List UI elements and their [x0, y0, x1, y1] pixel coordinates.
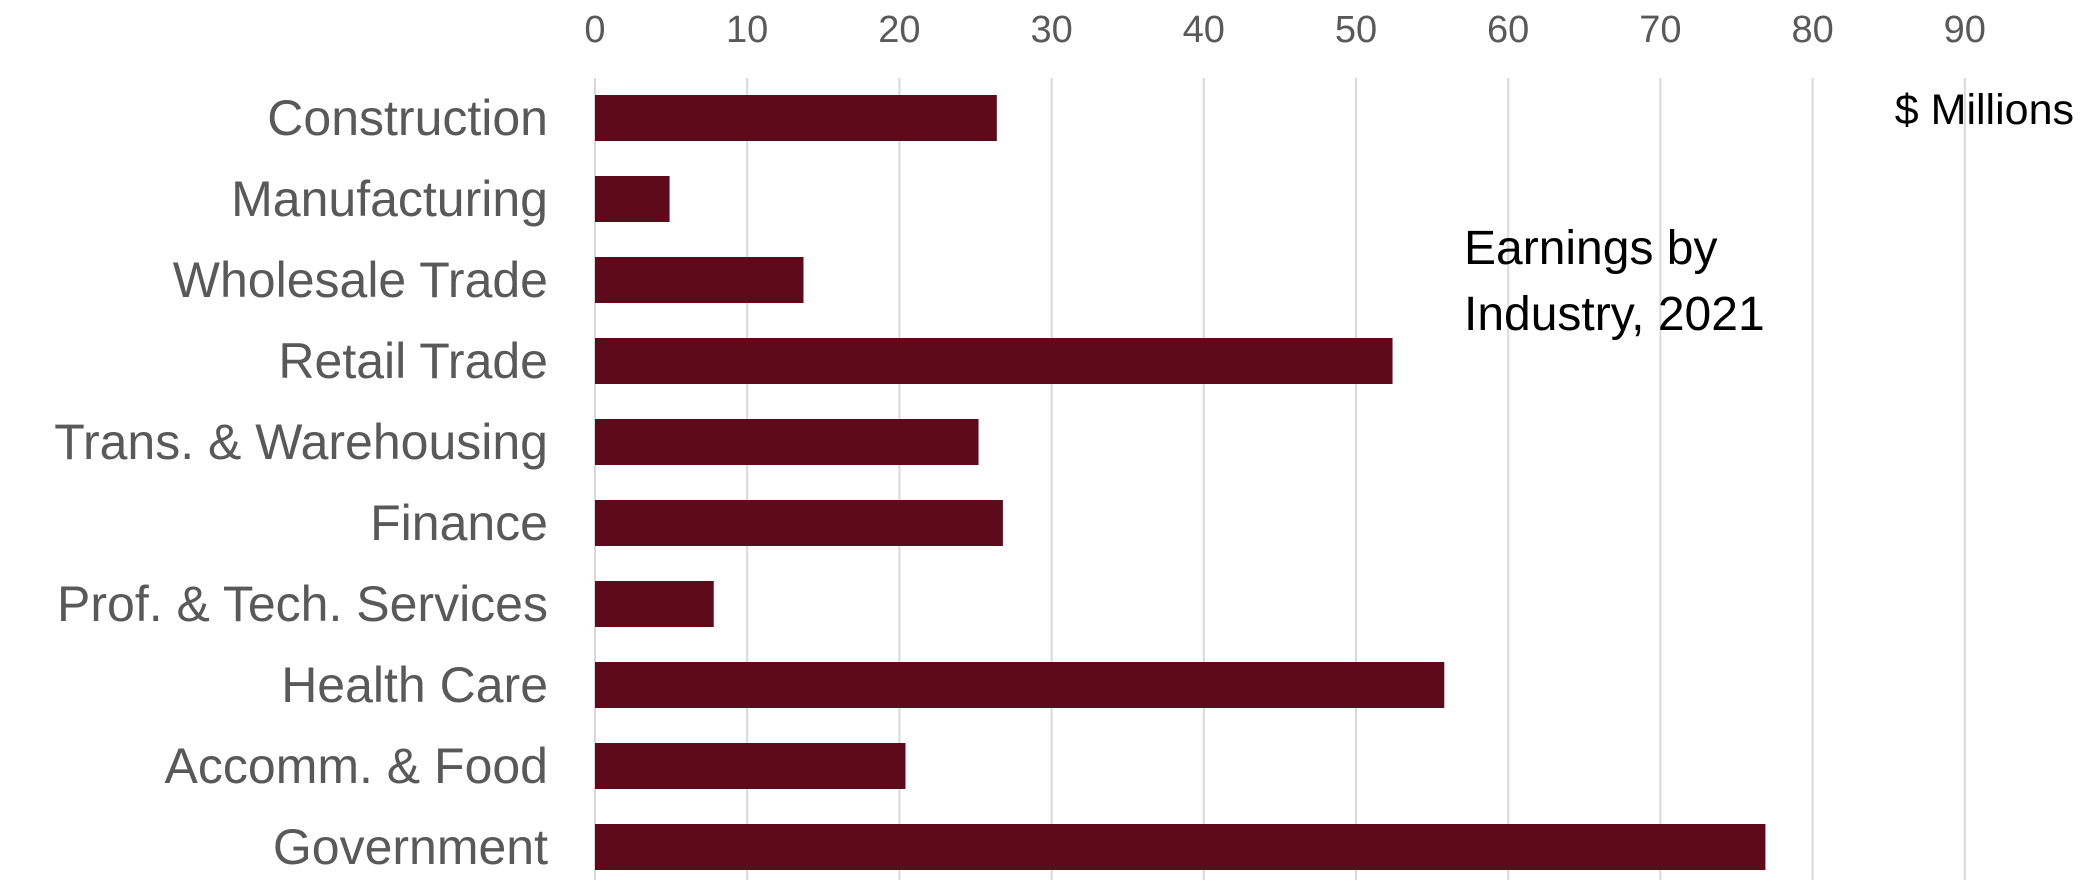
x-tick-label: 70: [1639, 9, 1681, 51]
chart-title-line-1: Earnings by: [1464, 222, 1717, 275]
category-label: Construction: [267, 90, 548, 146]
category-label: Trans. & Warehousing: [54, 414, 548, 470]
category-label: Prof. & Tech. Services: [57, 576, 548, 632]
x-tick-label: 0: [584, 9, 605, 51]
bar-trans-warehousing: [595, 419, 979, 465]
x-tick-label: 60: [1487, 9, 1529, 51]
bar-wholesale-trade: [595, 257, 804, 303]
gridlines: [594, 78, 1966, 880]
category-label: Retail Trade: [278, 333, 548, 389]
category-label: Manufacturing: [231, 171, 548, 227]
category-label: Accomm. & Food: [165, 738, 548, 794]
x-tick-label: 40: [1183, 9, 1225, 51]
x-tick-label: 90: [1944, 9, 1986, 51]
bar-accomm-food: [595, 743, 906, 789]
bar-manufacturing: [595, 176, 670, 222]
unit-label: $ Millions: [1895, 86, 2074, 134]
x-tick-label: 20: [878, 9, 920, 51]
bar-government: [595, 824, 1766, 870]
bar-construction: [595, 95, 997, 141]
bar-health-care: [595, 662, 1445, 708]
bars: [595, 95, 1766, 870]
x-tick-label: 50: [1335, 9, 1377, 51]
category-labels: Construction Manufacturing Wholesale Trade…: [54, 90, 548, 875]
x-axis-ticks: 0 10 20 30 40 50 60 70 80 90: [584, 9, 1986, 51]
bar-prof-tech-services: [595, 581, 714, 627]
chart-title-line-2: Industry, 2021: [1464, 288, 1765, 341]
category-label: Finance: [370, 495, 548, 551]
category-label: Government: [273, 819, 548, 875]
category-label: Wholesale Trade: [173, 252, 548, 308]
x-tick-label: 10: [726, 9, 768, 51]
x-tick-label: 80: [1791, 9, 1833, 51]
x-tick-label: 30: [1030, 9, 1072, 51]
bar-retail-trade: [595, 338, 1393, 384]
bar-finance: [595, 500, 1003, 546]
category-label: Health Care: [281, 657, 548, 713]
